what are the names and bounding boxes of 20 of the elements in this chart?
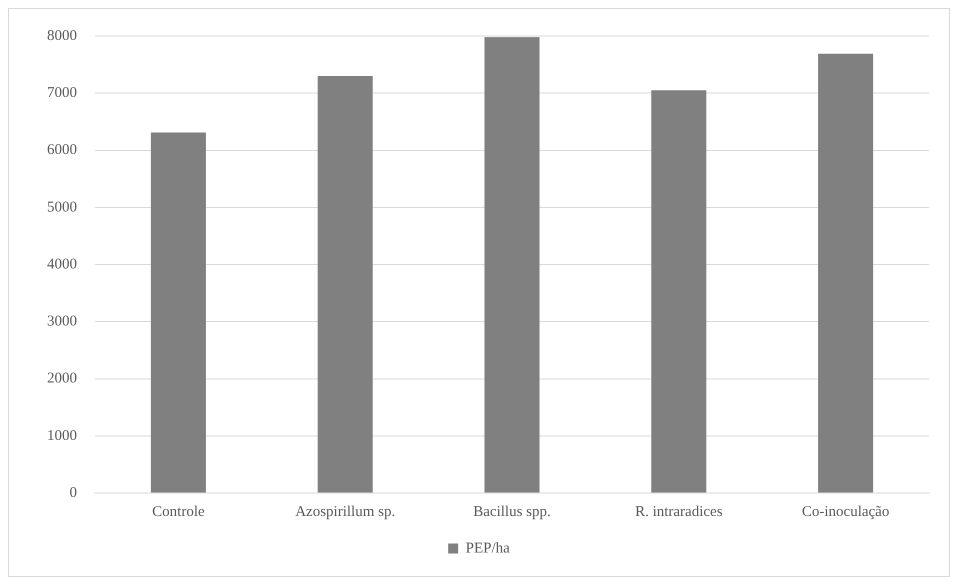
y-tick-label: 5000 [47,199,77,216]
y-tick-label: 7000 [47,85,77,102]
y-tick-label: 1000 [47,428,77,444]
x-tick-label: Azospirillum sp. [295,504,396,520]
y-tick-label: 6000 [47,142,77,158]
bar [318,76,373,492]
y-tick-label: 0 [70,484,77,501]
x-tick-label: Controle [152,504,205,520]
y-tick-label: 8000 [47,28,77,44]
y-tick-label: 3000 [47,314,77,330]
legend-label: PEP/ha [466,540,510,556]
x-tick-label: Co-inoculação [802,504,890,520]
bar [150,132,206,492]
y-tick-label: 4000 [47,256,77,272]
x-tick-label: R. intraradices [635,504,723,520]
bar [818,54,874,492]
x-tick-label: Bacillus spp. [473,504,551,520]
y-tick-label: 2000 [47,370,77,387]
bar [484,37,540,492]
bar [651,90,706,492]
